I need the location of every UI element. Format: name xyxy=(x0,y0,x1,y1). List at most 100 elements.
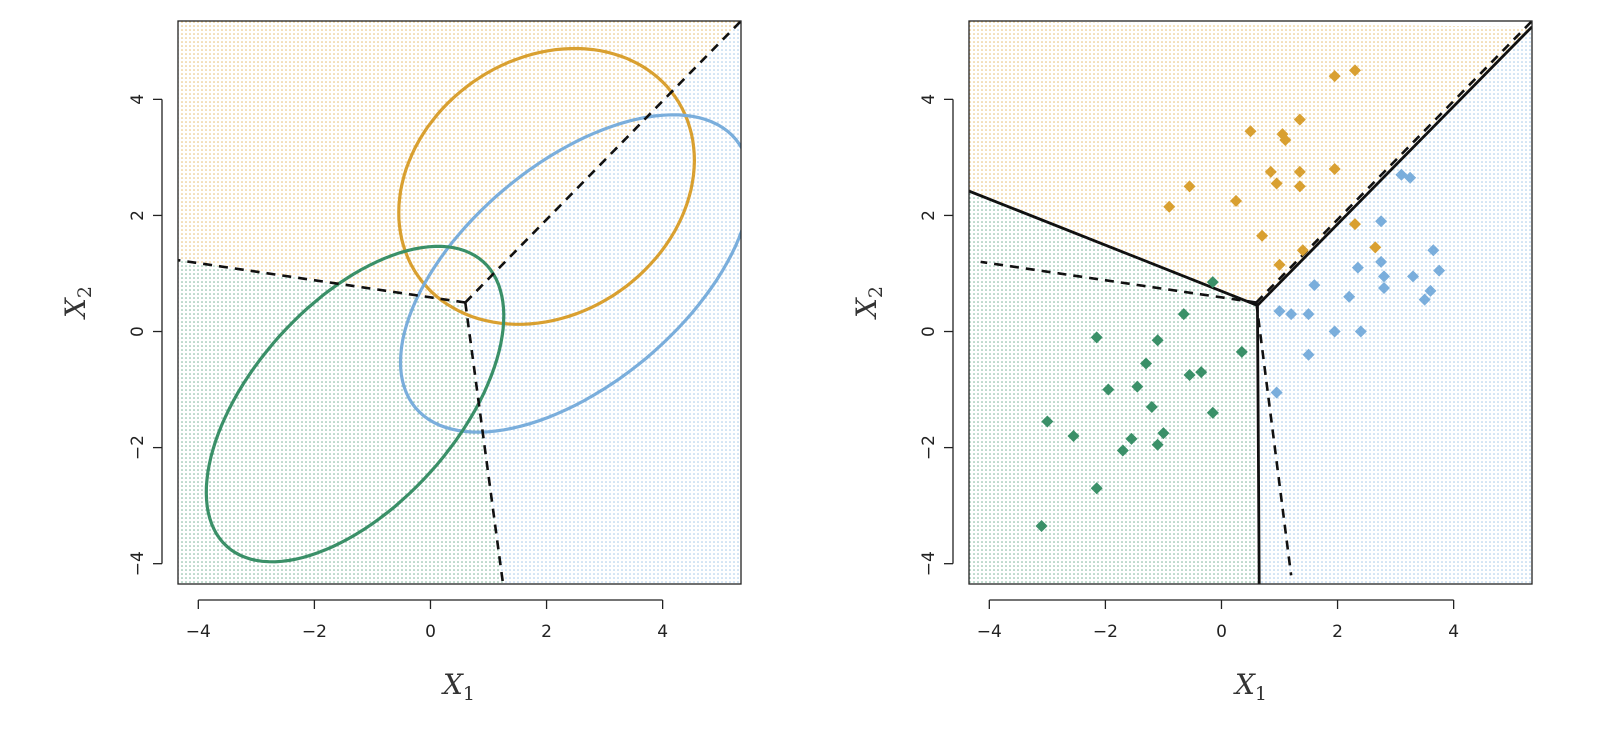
orange-data-point xyxy=(1229,194,1242,207)
left-x-axis-title: X1 xyxy=(441,668,475,705)
green-data-point xyxy=(1145,400,1158,413)
blue-data-point xyxy=(1418,293,1431,306)
y-tick-label: 0 xyxy=(919,326,939,337)
blue-data-point xyxy=(1302,348,1315,361)
x-tick-label: −2 xyxy=(302,622,327,642)
blue-density-ellipse xyxy=(398,113,741,434)
green-data-point xyxy=(1090,331,1103,344)
green-data-point xyxy=(1157,427,1170,440)
left-boundaries xyxy=(178,21,741,584)
green-class-region xyxy=(178,260,503,584)
blue-data-point xyxy=(1375,215,1388,228)
left-y-axis: −4 −2 0 2 4 xyxy=(128,94,163,576)
blue-data-point xyxy=(1343,290,1356,303)
orange-data-point xyxy=(1244,125,1257,138)
orange-class-region xyxy=(969,21,1532,306)
green-data-point xyxy=(1195,366,1208,379)
orange-data-point xyxy=(1270,177,1283,190)
lda-boundary-line xyxy=(1256,25,1532,307)
green-class-region xyxy=(969,191,1260,584)
left-plot-frame xyxy=(177,20,742,585)
x-tick-label: −4 xyxy=(186,622,211,642)
orange-data-point xyxy=(1273,258,1286,271)
orange-data-point xyxy=(1163,200,1176,213)
left-y-axis-title: X2 xyxy=(59,286,96,320)
blue-data-point xyxy=(1351,261,1364,274)
orange-data-point xyxy=(1293,165,1306,178)
blue-data-point xyxy=(1354,325,1367,338)
right-x-axis-title: X1 xyxy=(1233,668,1267,705)
x-tick-label: 2 xyxy=(1332,622,1343,642)
left-panel: −4 −2 0 2 4 −4 −2 0 2 4 X1 X2 xyxy=(59,20,742,705)
orange-data-point xyxy=(1279,133,1292,146)
green-data-point xyxy=(1116,444,1129,457)
bayes-boundary-line xyxy=(980,260,1257,304)
bayes-boundary-line xyxy=(1255,302,1293,576)
right-x-axis: −4 −2 0 2 4 xyxy=(977,599,1459,642)
x-tick-label: 4 xyxy=(1448,622,1459,642)
bayes-boundary-line xyxy=(464,21,741,304)
orange-data-point xyxy=(1348,218,1361,231)
x-tick-label: 0 xyxy=(1216,622,1227,642)
blue-data-point xyxy=(1285,308,1298,321)
blue-class-region xyxy=(1257,21,1532,584)
green-data-point xyxy=(1035,519,1048,532)
green-data-point xyxy=(1131,380,1144,393)
left-ellipses xyxy=(204,46,741,564)
blue-data-point xyxy=(1427,244,1440,257)
green-data-point xyxy=(1102,383,1115,396)
left-class-regions xyxy=(178,21,741,584)
orange-data-point xyxy=(1328,163,1341,176)
right-class-regions xyxy=(969,21,1532,584)
green-data-point xyxy=(1140,357,1153,370)
green-data-point xyxy=(1206,406,1219,419)
blue-data-point xyxy=(1328,325,1341,338)
y-tick-label: 4 xyxy=(919,94,939,105)
blue-data-point xyxy=(1377,281,1390,294)
blue-data-point xyxy=(1375,255,1388,268)
green-data-point xyxy=(1067,429,1080,442)
green-data-point xyxy=(1041,415,1054,428)
x-tick-label: −2 xyxy=(1093,622,1118,642)
blue-data-point xyxy=(1308,279,1321,292)
orange-data-point xyxy=(1369,241,1382,254)
green-data-point xyxy=(1206,276,1219,289)
orange-data-point xyxy=(1264,165,1277,178)
blue-data-point xyxy=(1302,308,1315,321)
y-tick-label: 2 xyxy=(919,210,939,221)
left-x-axis: −4 −2 0 2 4 xyxy=(186,599,668,642)
lda-boundary-line xyxy=(1256,305,1261,584)
green-data-point xyxy=(1151,334,1164,347)
orange-data-point xyxy=(1183,180,1196,193)
y-tick-label: 2 xyxy=(128,210,148,221)
orange-class-region xyxy=(178,21,741,303)
green-data-point xyxy=(1177,308,1190,321)
blue-data-point xyxy=(1424,284,1437,297)
right-data-points xyxy=(1035,64,1446,532)
x-tick-label: 0 xyxy=(425,622,436,642)
orange-data-point xyxy=(1293,113,1306,126)
green-data-point xyxy=(1235,345,1248,358)
orange-data-point xyxy=(1348,64,1361,77)
blue-data-point xyxy=(1377,270,1390,283)
orange-data-point xyxy=(1256,229,1269,242)
bayes-boundary-line xyxy=(178,258,466,304)
y-tick-label: −2 xyxy=(919,435,939,460)
y-tick-label: −4 xyxy=(128,551,148,576)
x-tick-label: −4 xyxy=(977,622,1002,642)
orange-data-point xyxy=(1328,70,1341,83)
blue-data-point xyxy=(1407,270,1420,283)
x-tick-label: 4 xyxy=(657,622,668,642)
right-plot-frame xyxy=(968,20,1533,585)
right-y-axis-title: X2 xyxy=(850,286,887,320)
green-data-point xyxy=(1183,369,1196,382)
blue-data-point xyxy=(1273,305,1286,318)
y-tick-label: 4 xyxy=(128,94,148,105)
y-tick-label: 0 xyxy=(128,326,148,337)
blue-data-point xyxy=(1433,264,1446,277)
right-y-axis: −4 −2 0 2 4 xyxy=(919,94,954,576)
y-tick-label: −2 xyxy=(128,435,148,460)
green-data-point xyxy=(1125,432,1138,445)
lda-boundary-line xyxy=(969,189,1258,307)
